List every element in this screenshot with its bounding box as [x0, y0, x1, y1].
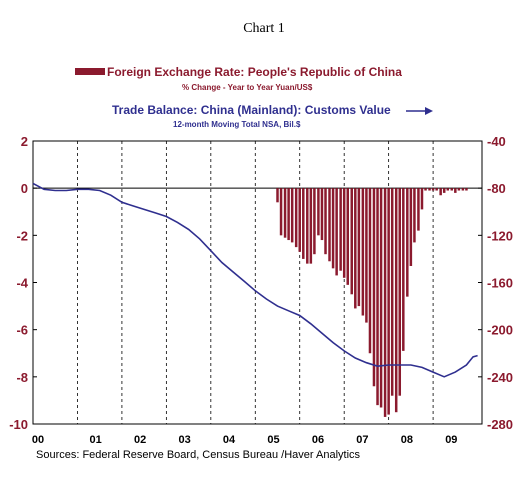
bar	[413, 188, 416, 243]
bar	[383, 188, 387, 417]
bar	[390, 188, 394, 396]
bar	[324, 188, 327, 255]
bar	[379, 188, 383, 408]
bar	[435, 188, 438, 191]
bar	[406, 188, 409, 297]
bar	[357, 188, 361, 307]
bar	[428, 188, 431, 191]
bar	[409, 188, 413, 266]
bar	[454, 188, 457, 193]
right-tick-label: -280	[487, 417, 513, 432]
legend-line-arrow-icon	[425, 107, 433, 115]
x-tick-label: 03	[178, 434, 190, 446]
bar	[350, 188, 353, 295]
right-tick-label: -40	[487, 134, 506, 149]
trade-balance-line	[32, 182, 478, 378]
left-tick-label: -4	[16, 276, 28, 291]
x-tick-label: 06	[312, 434, 324, 446]
bar	[339, 188, 342, 271]
bar	[313, 188, 316, 255]
bar	[420, 188, 424, 210]
bar	[398, 188, 402, 396]
bar	[331, 188, 335, 269]
x-tick-label: 00	[32, 434, 44, 446]
right-axis: -40 -80 -120 -160 -200 -240 -280	[478, 134, 513, 432]
source-note: Sources: Federal Reserve Board, Census B…	[36, 449, 361, 461]
bar	[417, 188, 420, 231]
bar	[442, 188, 446, 193]
legend-bar-label: Foreign Exchange Rate: People's Republic…	[107, 65, 402, 79]
bar	[294, 188, 298, 248]
right-tick-label: -160	[487, 276, 513, 291]
bar	[446, 188, 450, 191]
bar	[302, 188, 305, 259]
x-tick-label: 08	[401, 434, 413, 446]
bar	[320, 188, 324, 241]
bar	[317, 188, 320, 236]
x-tick-label: 01	[90, 434, 102, 446]
bar	[361, 188, 365, 316]
left-tick-label: -6	[16, 323, 28, 338]
right-tick-label: -120	[487, 228, 513, 243]
bar	[365, 188, 368, 323]
bar	[372, 188, 376, 387]
right-tick-label: -200	[487, 323, 513, 338]
bar	[424, 188, 427, 191]
legend-bar-swatch	[75, 68, 105, 75]
bar	[287, 188, 290, 241]
bar	[376, 188, 379, 406]
bar	[306, 188, 309, 264]
legend-line-subtitle: 12-month Moving Total NSA, Bil.$	[173, 120, 301, 129]
bar	[342, 188, 346, 278]
chart-title: Chart 1	[243, 21, 285, 36]
bar	[431, 188, 435, 191]
right-tick-label: -80	[487, 181, 506, 196]
x-axis: 00 01 02 03 04 05 06 07 08 09	[32, 434, 458, 446]
bar	[461, 188, 465, 191]
legend-line-label: Trade Balance: China (Mainland): Customs…	[112, 103, 391, 117]
bar	[328, 188, 331, 262]
left-tick-label: -2	[16, 228, 28, 243]
x-tick-label: 02	[134, 434, 146, 446]
left-tick-label: 2	[21, 134, 28, 149]
right-tick-label: -240	[487, 370, 513, 385]
bar	[346, 188, 349, 285]
x-tick-label: 04	[223, 434, 236, 446]
bar	[335, 188, 338, 276]
x-tick-label: 05	[267, 434, 279, 446]
left-axis: 2 0 -2 -4 -6 -8 -10	[9, 134, 37, 432]
bar	[439, 188, 442, 196]
x-tick-label: 07	[356, 434, 368, 446]
bar	[309, 188, 313, 264]
bar	[394, 188, 398, 413]
bar	[402, 188, 405, 351]
bar	[368, 188, 372, 354]
x-tick-label: 09	[445, 434, 457, 446]
bar	[387, 188, 390, 415]
bar	[450, 188, 454, 191]
bar	[457, 188, 461, 191]
legend-bar-subtitle: % Change - Year to Year Yuan/US$	[182, 83, 313, 92]
bar	[298, 188, 301, 252]
bar	[276, 188, 279, 203]
bar	[354, 188, 357, 309]
plot-frame	[32, 140, 483, 425]
left-tick-label: 0	[21, 181, 28, 196]
left-tick-label: -10	[9, 417, 28, 432]
bars-layer	[276, 188, 468, 417]
grid-layer	[33, 141, 482, 424]
bar	[283, 188, 287, 238]
bar	[279, 188, 283, 236]
left-tick-label: -8	[16, 370, 28, 385]
bar	[465, 188, 468, 191]
line-layer	[32, 182, 478, 378]
bar	[290, 188, 294, 243]
